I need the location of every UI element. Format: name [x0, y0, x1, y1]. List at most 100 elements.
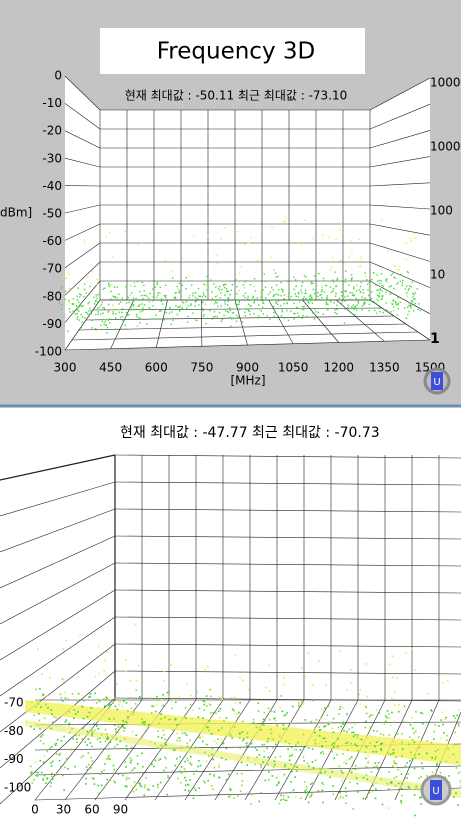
signal-dot	[144, 784, 146, 787]
signal-dot	[179, 290, 181, 292]
signal-dot	[179, 723, 181, 726]
signal-dot	[275, 276, 278, 278]
signal-dot	[404, 652, 407, 654]
signal-dot	[356, 260, 358, 263]
signal-dot	[274, 763, 276, 766]
signal-dot	[227, 290, 229, 293]
signal-dot	[314, 739, 317, 742]
signal-dot	[248, 299, 250, 302]
signal-dot	[303, 296, 305, 298]
signal-dot	[396, 314, 399, 316]
signal-dot	[189, 779, 192, 781]
signal-dot	[212, 712, 215, 714]
signal-dot	[207, 282, 209, 284]
u-button[interactable]	[431, 372, 443, 390]
signal-dot	[138, 664, 140, 667]
signal-dot	[129, 761, 132, 764]
signal-dot	[208, 755, 210, 757]
signal-dot	[382, 734, 385, 736]
signal-dot	[152, 305, 154, 307]
grid-line	[302, 299, 339, 343]
signal-dot	[346, 689, 349, 691]
signal-dot	[189, 703, 192, 706]
signal-dot	[174, 296, 176, 298]
signal-dot	[394, 766, 396, 768]
signal-dot	[363, 302, 365, 305]
signal-dot	[395, 756, 397, 759]
signal-dot	[380, 749, 383, 751]
signal-dot	[406, 295, 408, 297]
u-button-label[interactable]: U	[432, 786, 439, 797]
signal-dot	[100, 328, 103, 331]
signal-dot	[205, 284, 207, 286]
u-button-label[interactable]: U	[433, 377, 440, 388]
signal-dot	[257, 730, 259, 733]
signal-dot	[91, 270, 94, 273]
signal-dot	[446, 680, 449, 682]
signal-dot	[226, 304, 229, 306]
signal-dot	[242, 316, 244, 319]
signal-dot	[191, 718, 194, 720]
signal-dot	[205, 760, 208, 763]
signal-dot	[151, 705, 154, 707]
signal-dot	[406, 270, 409, 273]
signal-dot	[77, 306, 79, 309]
signal-dot	[176, 723, 178, 726]
signal-dot	[412, 727, 414, 730]
signal-dot	[208, 703, 211, 705]
signal-dot	[392, 306, 395, 308]
u-button[interactable]	[430, 780, 442, 800]
signal-dot	[108, 754, 110, 757]
grid-line	[64, 242, 101, 269]
signal-dot	[397, 269, 399, 271]
signal-dot	[240, 761, 243, 764]
signal-dot	[103, 307, 105, 309]
signal-dot	[101, 301, 103, 304]
signal-dot	[336, 308, 338, 311]
signal-dot	[345, 802, 347, 804]
signal-dot	[397, 704, 400, 706]
signal-dot	[85, 311, 87, 314]
signal-dot	[417, 308, 419, 311]
signal-dot	[116, 286, 118, 288]
signal-dot	[294, 312, 296, 315]
signal-dot	[78, 310, 80, 312]
signal-dot	[46, 694, 48, 697]
signal-dot	[174, 701, 177, 704]
signal-dot	[187, 783, 189, 786]
signal-dot	[321, 286, 323, 288]
signal-dot	[363, 704, 366, 707]
signal-dot	[351, 294, 354, 296]
signal-dot	[83, 239, 86, 241]
signal-dot	[289, 298, 292, 301]
signal-dot	[372, 272, 375, 274]
signal-dot	[407, 785, 410, 788]
signal-dot	[254, 763, 257, 766]
signal-dot	[310, 297, 313, 299]
signal-dot	[35, 688, 37, 691]
signal-dot	[413, 741, 416, 744]
signal-dot	[103, 308, 106, 310]
signal-dot	[97, 313, 100, 315]
signal-dot	[244, 292, 247, 295]
signal-dot	[372, 750, 374, 753]
grid-line	[114, 697, 461, 702]
signal-dot	[173, 749, 176, 751]
signal-dot	[344, 280, 346, 283]
signal-dot	[367, 761, 369, 764]
signal-dot	[138, 317, 140, 319]
signal-dot	[97, 311, 99, 313]
signal-dot	[79, 634, 81, 637]
signal-dot	[86, 768, 89, 771]
signal-dot	[375, 788, 377, 790]
signal-dot	[411, 738, 414, 741]
signal-dot	[191, 709, 194, 712]
signal-dot	[293, 312, 295, 315]
signal-dot	[230, 697, 233, 700]
signal-dot	[273, 311, 275, 314]
signal-dot	[271, 226, 273, 228]
signal-dot	[286, 309, 288, 312]
signal-dot	[134, 623, 137, 626]
signal-dot	[368, 791, 371, 794]
signal-dot	[243, 287, 245, 289]
